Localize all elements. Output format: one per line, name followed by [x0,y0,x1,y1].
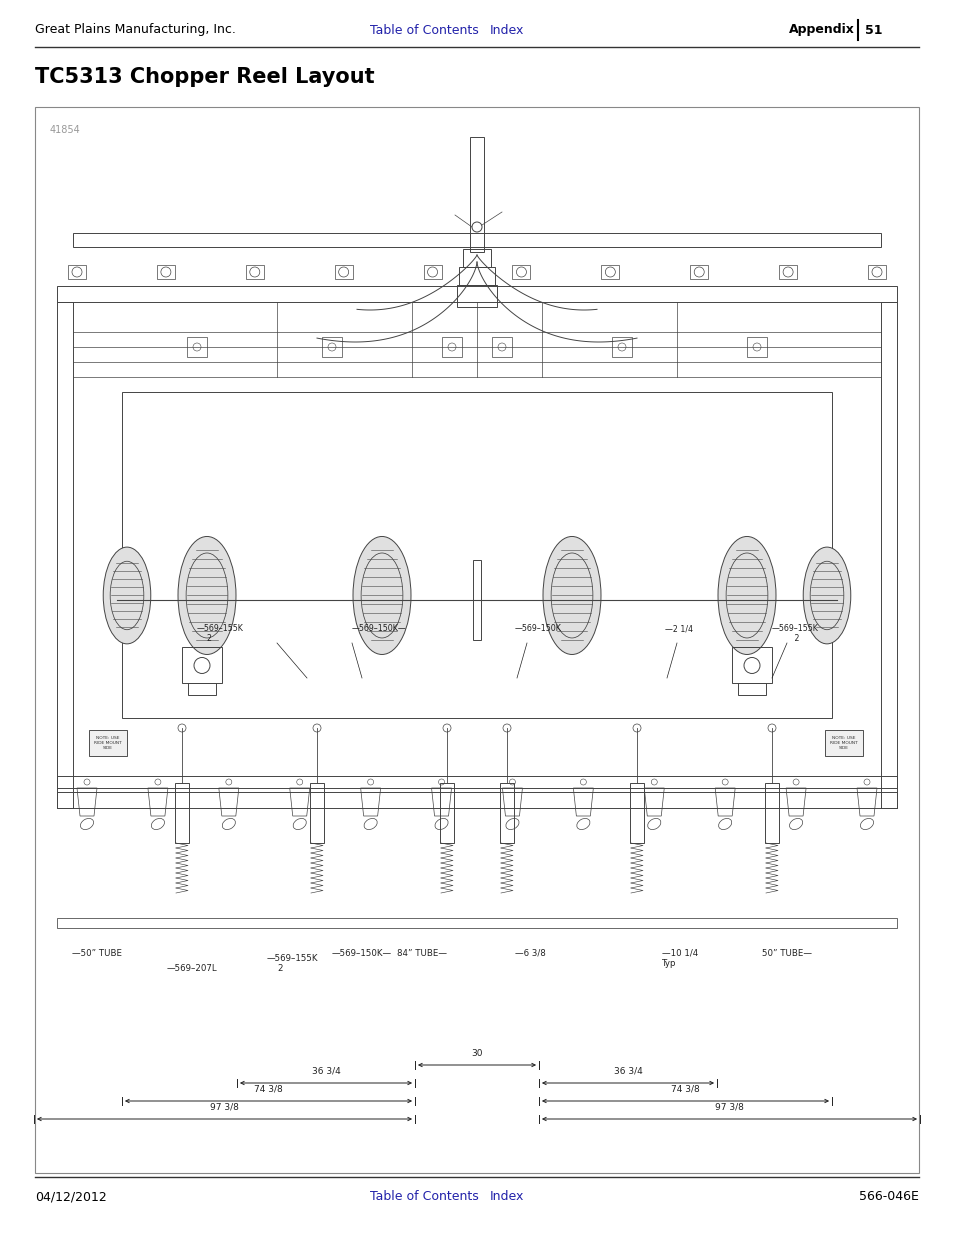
Text: —569–207L: —569–207L [167,965,217,973]
Bar [690,266,707,279]
Text: 97 3/8: 97 3/8 [715,1103,743,1112]
Text: Table of Contents: Table of Contents [370,23,478,37]
Bar [629,783,643,844]
Text: TC5313 Chopper Reel Layout: TC5313 Chopper Reel Layout [35,67,375,86]
Text: 51: 51 [864,23,882,37]
Text: 566-046E: 566-046E [859,1191,918,1203]
Bar [57,776,896,788]
Bar [764,783,779,844]
Bar [470,137,483,252]
Text: Great Plains Manufacturing, Inc.: Great Plains Manufacturing, Inc. [35,23,235,37]
Text: —10 1/4: —10 1/4 [661,948,698,958]
Bar [612,337,631,357]
Bar [456,285,497,308]
Text: 97 3/8: 97 3/8 [210,1103,238,1112]
Text: Appendix: Appendix [788,23,854,37]
Bar [458,267,495,285]
Bar [499,783,514,844]
Text: 36 3/4: 36 3/4 [613,1067,641,1076]
Text: —50” TUBE: —50” TUBE [71,948,122,958]
Text: 41854: 41854 [50,125,81,135]
Bar [512,266,530,279]
Text: 36 3/4: 36 3/4 [312,1067,340,1076]
Bar [779,266,797,279]
Ellipse shape [542,536,600,655]
Bar [122,391,831,718]
Bar [441,337,461,357]
Bar [187,337,207,357]
Bar [156,266,174,279]
Bar [746,337,766,357]
Bar [57,287,896,303]
Text: 04/12/2012: 04/12/2012 [35,1191,107,1203]
Text: 30: 30 [471,1049,482,1058]
Ellipse shape [178,536,235,655]
Bar [188,683,215,695]
Text: 2: 2 [196,634,212,643]
Bar [68,266,86,279]
Bar [174,783,189,844]
Bar [35,107,918,1173]
Bar [246,266,263,279]
Text: —569–155K: —569–155K [771,624,818,634]
Bar [335,266,353,279]
FancyBboxPatch shape [89,730,127,756]
Bar [57,792,896,808]
Bar [57,918,896,927]
Text: 2: 2 [267,965,283,973]
Bar [867,266,885,279]
Bar [182,647,222,683]
Text: 74 3/8: 74 3/8 [253,1086,283,1094]
Text: Index: Index [490,1191,524,1203]
FancyBboxPatch shape [824,730,862,756]
Text: NOTE: USE
RIDE MOUNT
SIDE: NOTE: USE RIDE MOUNT SIDE [829,736,857,750]
Text: Table of Contents: Table of Contents [370,1191,478,1203]
Ellipse shape [103,547,151,643]
Bar [731,647,771,683]
Text: —569–150K—: —569–150K— [332,948,392,958]
Text: 50” TUBE—: 50” TUBE— [761,948,811,958]
Text: 84” TUBE—: 84” TUBE— [396,948,447,958]
Bar [73,233,880,247]
Text: 74 3/8: 74 3/8 [670,1086,700,1094]
Bar [492,337,512,357]
Text: 2: 2 [771,634,799,643]
Text: Typ: Typ [661,960,676,968]
Text: Index: Index [490,23,524,37]
Bar [57,303,73,808]
Ellipse shape [353,536,411,655]
Bar [322,337,341,357]
Bar [423,266,441,279]
Text: NOTE: USE
RIDE MOUNT
SIDE: NOTE: USE RIDE MOUNT SIDE [94,736,122,750]
Bar [310,783,324,844]
Ellipse shape [802,547,850,643]
Bar [738,683,765,695]
Text: —569–150K: —569–150K [515,624,561,634]
Text: —569–155K: —569–155K [196,624,244,634]
Bar [462,249,491,267]
Text: —6 3/8: —6 3/8 [515,948,545,958]
Text: —569–150K—: —569–150K— [352,624,406,634]
Text: —2 1/4: —2 1/4 [664,624,692,634]
Text: —569–155K: —569–155K [267,953,318,963]
Bar [439,783,454,844]
Bar [880,303,896,808]
Bar [473,561,480,641]
Bar [600,266,618,279]
Ellipse shape [718,536,775,655]
